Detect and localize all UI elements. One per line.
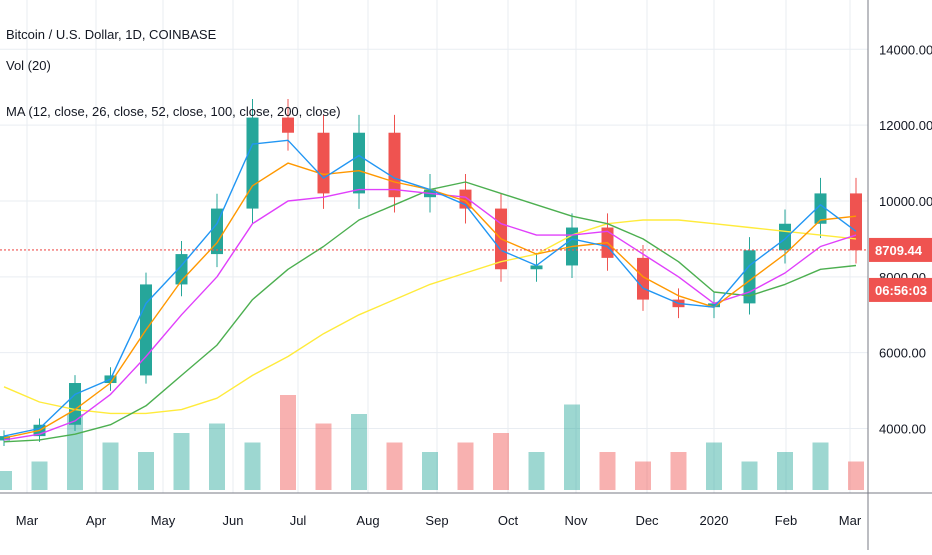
ma-legend[interactable]: MA (12, close, 26, close, 52, close, 100…	[6, 104, 341, 119]
candle[interactable]	[708, 303, 720, 308]
x-tick-label: 2020	[700, 513, 729, 528]
volume-bar	[777, 452, 793, 490]
volume-bar	[315, 423, 332, 490]
volume-bar	[138, 452, 154, 490]
volume-bar	[351, 414, 367, 490]
volume-bar	[173, 433, 190, 490]
volume-legend[interactable]: Vol (20)	[6, 58, 51, 73]
ma200-line[interactable]	[3, 219, 857, 415]
x-tick-label: Oct	[498, 513, 519, 528]
volume-bar	[386, 442, 403, 490]
volume-bar	[493, 433, 509, 490]
ma100-line[interactable]	[3, 181, 857, 443]
x-tick-label: Jun	[223, 513, 244, 528]
volume-bar	[102, 442, 119, 490]
x-tick-label: Aug	[356, 513, 379, 528]
volume-bar	[457, 442, 474, 490]
y-tick-label: 10000.00	[879, 194, 932, 209]
price-tag-label: 8709.44	[875, 243, 923, 258]
candle[interactable]	[388, 132, 401, 198]
x-tick-label: Sep	[425, 513, 448, 528]
ma12-line[interactable]	[3, 139, 857, 437]
x-tick-label: Feb	[775, 513, 797, 528]
countdown-label: 06:56:03	[875, 283, 927, 298]
volume-bar	[0, 471, 12, 490]
countdown-tag	[869, 277, 932, 302]
volume-bar	[599, 452, 616, 490]
candle[interactable]	[353, 132, 365, 194]
volume-bar	[209, 423, 225, 490]
volume-bar	[280, 395, 296, 490]
x-tick-label: Dec	[635, 513, 659, 528]
candle[interactable]	[211, 208, 223, 255]
volume-bar	[635, 461, 651, 490]
x-tick-label: Mar	[839, 513, 862, 528]
y-tick-label: 12000.00	[879, 118, 932, 133]
volume-bar	[244, 442, 261, 490]
volume-bar	[706, 442, 722, 490]
y-tick-label: 6000.00	[879, 346, 926, 361]
candle[interactable]	[530, 265, 543, 270]
x-tick-label: Apr	[86, 513, 107, 528]
candle[interactable]	[779, 223, 791, 251]
y-tick-label: 14000.00	[879, 42, 932, 57]
candle[interactable]	[246, 117, 259, 209]
candle[interactable]	[814, 193, 827, 224]
candle[interactable]	[282, 117, 294, 133]
candle[interactable]	[850, 193, 862, 251]
x-tick-label: Nov	[564, 513, 588, 528]
volume-bar	[31, 461, 48, 490]
symbol-legend[interactable]: Bitcoin / U.S. Dollar, 1D, COINBASE	[6, 27, 217, 42]
volume-bar	[670, 452, 687, 490]
volume-bar	[564, 404, 580, 490]
volume-bar	[741, 461, 758, 490]
x-tick-label: Mar	[16, 513, 39, 528]
candle[interactable]	[317, 132, 330, 194]
y-tick-label: 4000.00	[879, 422, 926, 437]
price-tag	[869, 237, 932, 262]
ma52-line[interactable]	[3, 188, 857, 441]
volume-bar	[812, 442, 829, 490]
x-tick-label: Jul	[290, 513, 307, 528]
volume-bar	[422, 452, 438, 490]
x-tick-label: May	[151, 513, 176, 528]
volume-bar	[528, 452, 545, 490]
volume-bar	[848, 461, 864, 490]
